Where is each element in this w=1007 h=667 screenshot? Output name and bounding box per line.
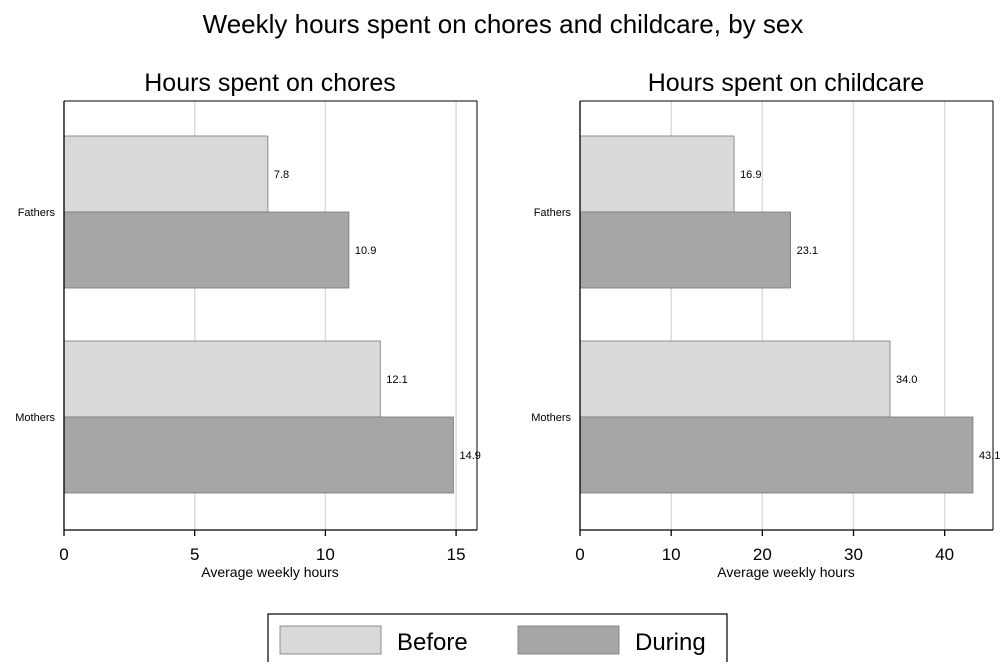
figure-title: Weekly hours spent on chores and childca… [203, 9, 804, 39]
x-tick-label: 5 [190, 545, 199, 564]
data-label: 43.1 [979, 450, 1000, 462]
legend-swatch-during [517, 625, 620, 655]
data-label: 23.1 [797, 245, 818, 257]
legend-label-during: During [635, 629, 706, 656]
panel-title-childcare: Hours spent on childcare [648, 69, 925, 97]
data-label: 10.9 [355, 245, 376, 257]
panel-title-chores: Hours spent on chores [144, 69, 396, 97]
data-label: 34.0 [896, 374, 917, 386]
data-label: 12.1 [386, 374, 407, 386]
bar-chores-mothers-before [63, 340, 381, 418]
legend-swatch-before [279, 625, 382, 655]
x-tick-label: 15 [447, 545, 466, 564]
x-axis-label-chores: Average weekly hours [201, 564, 338, 580]
category-label: Mothers [15, 412, 55, 424]
x-axis-label-childcare: Average weekly hours [717, 564, 854, 580]
bar-childcare-fathers-before [579, 135, 735, 213]
x-tick-label: 10 [662, 545, 681, 564]
x-tick-label: 20 [753, 545, 772, 564]
category-label: Fathers [18, 207, 56, 219]
bar-childcare-fathers-during [579, 211, 792, 289]
bar-childcare-mothers-before [579, 340, 891, 418]
legend-label-before: Before [397, 629, 468, 656]
x-tick-label: 0 [59, 545, 68, 564]
x-tick-label: 40 [935, 545, 954, 564]
x-tick-label: 10 [316, 545, 335, 564]
data-label: 7.8 [274, 169, 289, 181]
panel-childcare: Hours spent on childcare Average weekly … [531, 69, 1000, 580]
bar-chores-mothers-during [63, 416, 454, 494]
x-tick-label: 0 [575, 545, 584, 564]
data-label: 14.9 [459, 450, 480, 462]
bar-chores-fathers-during [63, 211, 350, 289]
data-label: 16.9 [740, 169, 761, 181]
category-label: Fathers [534, 207, 572, 219]
panel-chores: Hours spent on chores Average weekly hou… [15, 69, 481, 580]
bar-chores-fathers-before [63, 135, 269, 213]
category-label: Mothers [531, 412, 571, 424]
bar-childcare-mothers-during [579, 416, 974, 494]
legend: Before During [267, 613, 728, 667]
x-tick-label: 30 [844, 545, 863, 564]
